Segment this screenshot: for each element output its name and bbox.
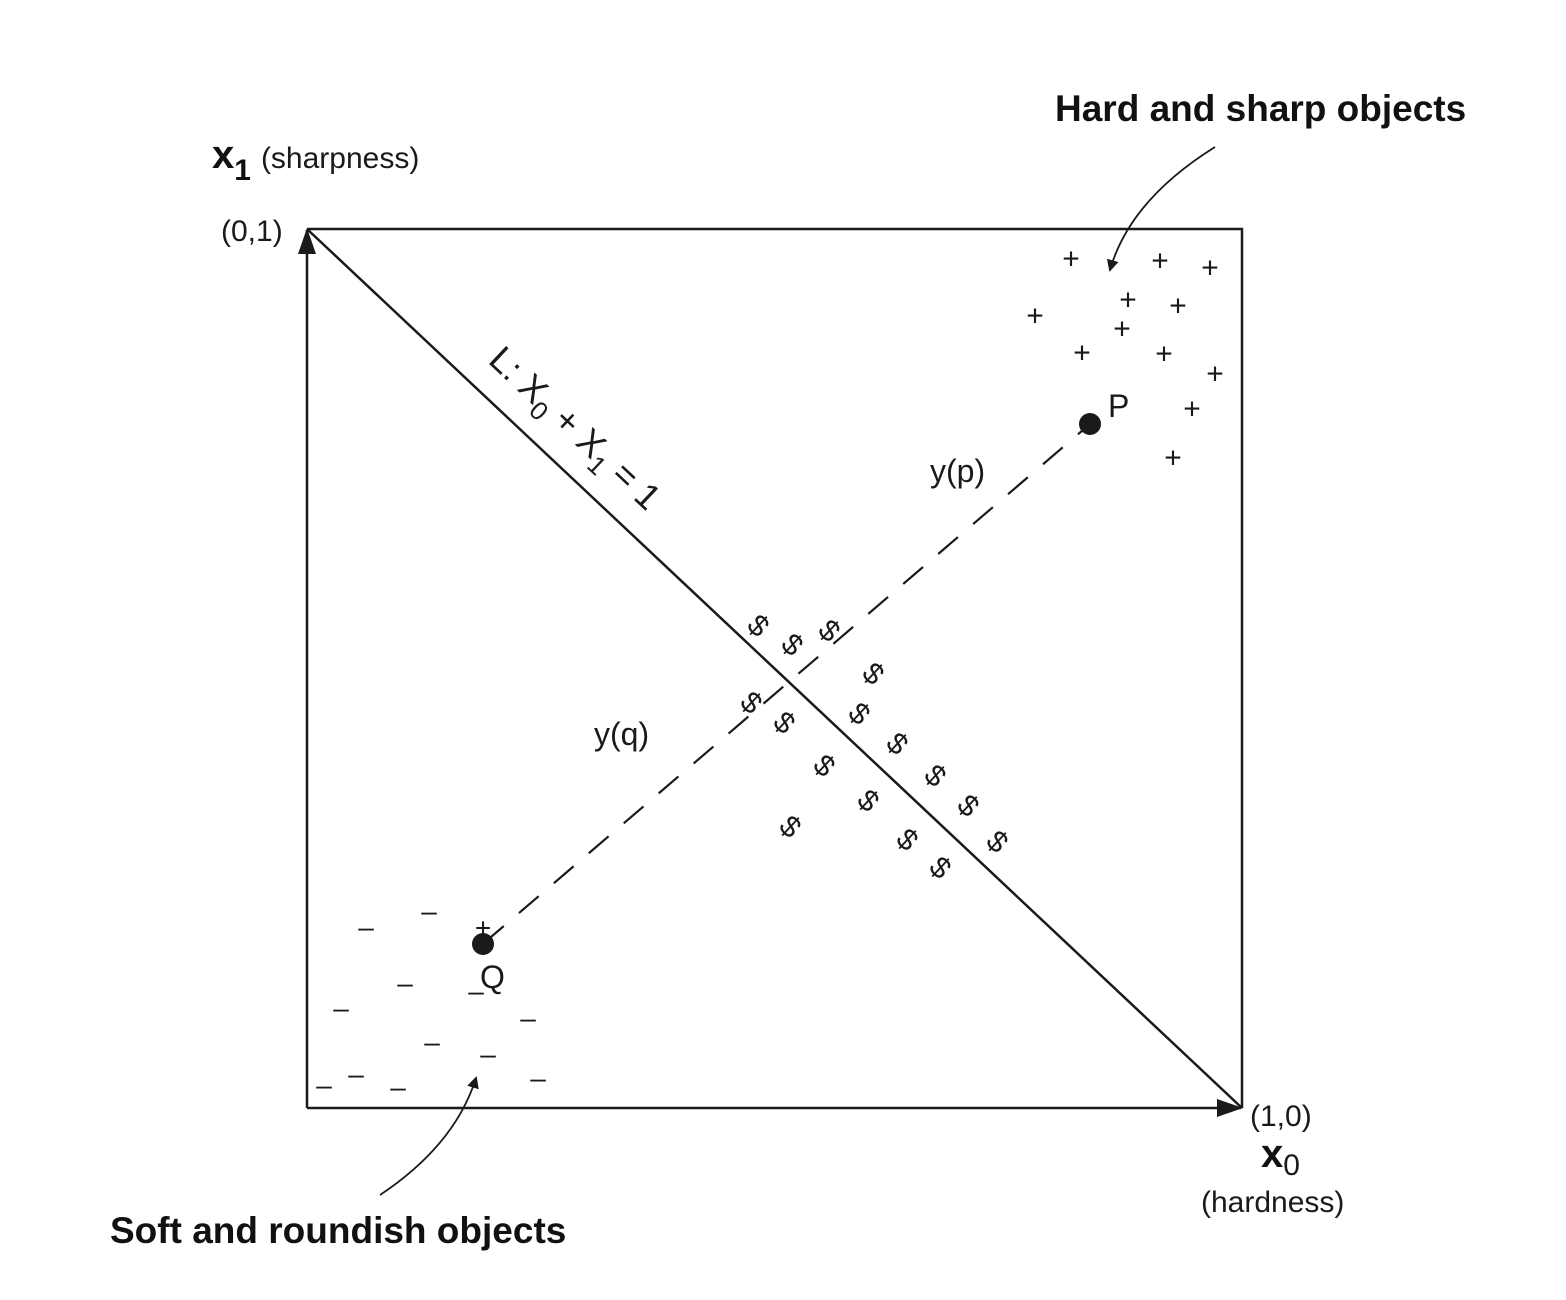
- minus-marker: –: [397, 968, 413, 999]
- minus-marker: –: [424, 1027, 440, 1058]
- minus-marker: –: [348, 1059, 364, 1090]
- plot-box: [307, 227, 1244, 1108]
- line-l-label: L: X0 + X1 = 1: [477, 338, 670, 523]
- plus-marker-near-q: +: [475, 913, 491, 944]
- point-p-label: P: [1108, 388, 1129, 424]
- plus-marker: +: [1026, 300, 1044, 333]
- point-p: [1079, 413, 1101, 435]
- minus-marker: –: [520, 1003, 536, 1034]
- dollar-marker: $: [918, 758, 953, 794]
- dollar-marker: $: [890, 822, 925, 858]
- minus-marker: –: [358, 912, 374, 943]
- minus-marker: –: [421, 896, 437, 927]
- minus-marker: –: [468, 976, 484, 1007]
- y-axis-label: x1 (sharpness): [212, 133, 419, 187]
- plus-marker: +: [1206, 358, 1224, 391]
- x-axis-label: x0: [1261, 1132, 1300, 1182]
- y-axis-desc: (sharpness): [261, 142, 419, 175]
- x-axis-var: x: [1261, 1132, 1283, 1176]
- callout-soft-roundish: Soft and roundish objects: [110, 1210, 566, 1251]
- minus-marker: –: [316, 1070, 332, 1101]
- x-axis-corner-label: (1,0): [1250, 1100, 1312, 1133]
- minus-marker: –: [480, 1039, 496, 1070]
- separator-line-l: [306, 228, 1243, 1109]
- minus-marker: –: [333, 993, 349, 1024]
- y-axis-corner-label: (0,1): [221, 215, 283, 248]
- plus-marker: +: [1119, 284, 1137, 317]
- dollar-marker: $: [951, 788, 986, 824]
- plus-marker: +: [1164, 442, 1182, 475]
- dollar-marker: $: [767, 705, 802, 741]
- dollar-markers-group: $$ $$$$ $$$ $$ $$ $ $$: [734, 608, 1015, 886]
- dollar-marker: $: [851, 783, 886, 819]
- plus-marker: +: [1062, 243, 1080, 276]
- dollar-marker: $: [880, 726, 915, 762]
- plus-marker: +: [1113, 313, 1131, 346]
- dollar-marker: $: [773, 809, 808, 845]
- plus-marker: +: [1183, 393, 1201, 426]
- callout-hard-sharp: Hard and sharp objects: [1055, 88, 1466, 129]
- dollar-marker: $: [807, 748, 842, 784]
- callout-arrow-hard-sharp: [1106, 146, 1216, 272]
- dollar-marker: $: [741, 608, 776, 644]
- y-axis-sub: 1: [234, 154, 251, 187]
- dollar-marker: $: [812, 613, 847, 649]
- plus-markers-group: + + ++ ++ ++ +++++: [475, 243, 1224, 944]
- y-axis-var: x: [212, 133, 234, 177]
- svg-text:L: X0 + X1 = 1: L: X0 + X1 = 1: [477, 338, 670, 523]
- x-axis-sub: 0: [1283, 1149, 1300, 1182]
- plus-marker: +: [1073, 337, 1091, 370]
- distance-p-label: y(p): [930, 453, 985, 489]
- plus-marker: +: [1201, 252, 1219, 285]
- point-q: [472, 933, 494, 955]
- distance-q-label: y(q): [594, 716, 649, 752]
- dollar-marker: $: [775, 627, 810, 663]
- dollar-marker: $: [980, 824, 1015, 860]
- dollar-marker: $: [923, 850, 958, 886]
- minus-marker: –: [390, 1072, 406, 1103]
- minus-marker: –: [530, 1063, 546, 1094]
- dollar-marker: $: [856, 656, 891, 692]
- plus-marker: +: [1151, 245, 1169, 278]
- point-q-label: Q: [480, 959, 505, 995]
- distance-dashed-line: [483, 423, 1091, 944]
- callout-arrow-soft-roundish: [379, 1076, 479, 1196]
- dollar-marker: $: [842, 696, 877, 732]
- minus-markers-group: ––– –– –– ––– – –: [316, 896, 546, 1103]
- plus-marker: +: [1155, 338, 1173, 371]
- plus-marker: +: [1169, 290, 1187, 323]
- x-axis-desc: (hardness): [1201, 1186, 1344, 1219]
